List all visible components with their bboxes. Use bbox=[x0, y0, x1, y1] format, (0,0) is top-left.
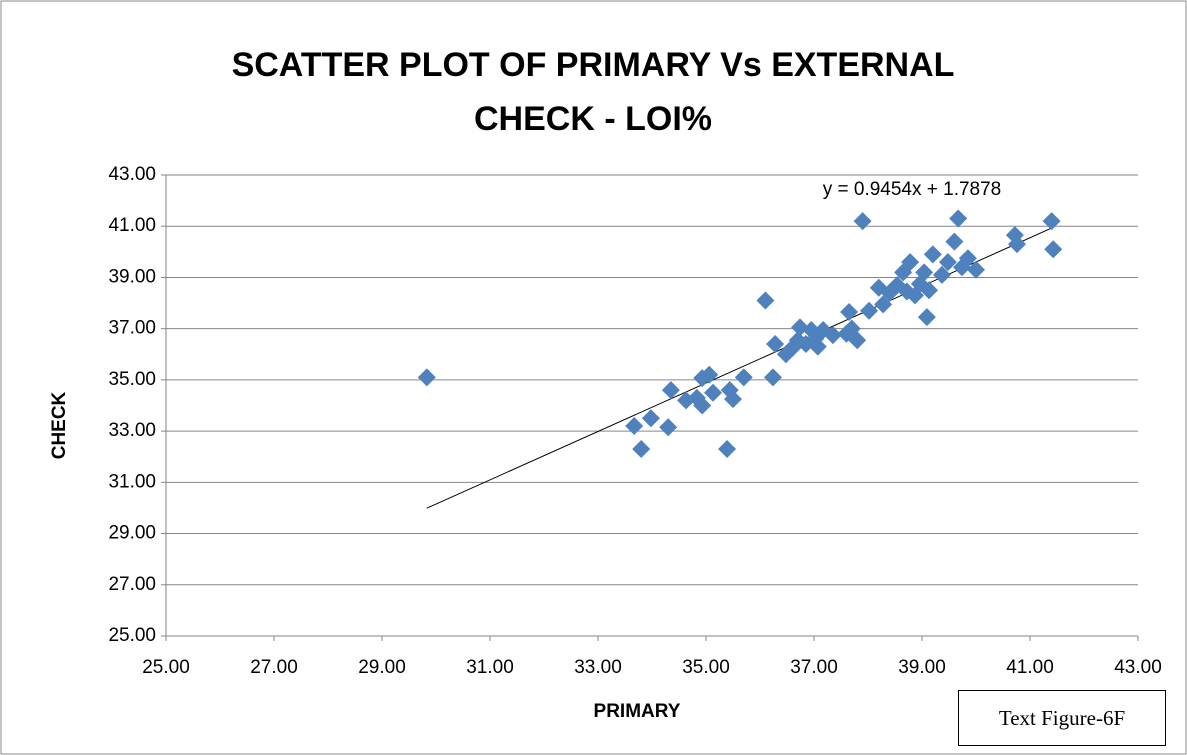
scatter-point bbox=[632, 440, 651, 459]
scatter-point bbox=[967, 260, 985, 279]
scatter-point bbox=[700, 365, 719, 384]
scatter-point bbox=[923, 245, 942, 264]
scatter-point bbox=[823, 326, 842, 345]
trend-equation: y = 0.9454x + 1.7878 bbox=[823, 179, 1002, 200]
annotation-box: Text Figure-6F bbox=[958, 690, 1166, 746]
x-tick-label: 43.00 bbox=[1114, 657, 1162, 678]
y-tick-label: 43.00 bbox=[108, 164, 156, 185]
x-tick-label: 25.00 bbox=[142, 657, 190, 678]
scatter-point bbox=[915, 263, 934, 282]
y-tick-label: 25.00 bbox=[108, 625, 156, 646]
x-tick-label: 41.00 bbox=[1006, 657, 1054, 678]
scatter-point bbox=[659, 418, 678, 437]
scatter-point bbox=[920, 281, 939, 300]
y-tick-label: 29.00 bbox=[108, 523, 156, 544]
scatter-point bbox=[641, 409, 660, 428]
x-tick-label: 33.00 bbox=[574, 657, 622, 678]
chart-title: SCATTER PLOT OF PRIMARY Vs EXTERNAL CHEC… bbox=[231, 46, 955, 138]
scatter-point bbox=[661, 381, 680, 400]
scatter-point bbox=[417, 368, 436, 387]
y-tick-label: 41.00 bbox=[108, 215, 156, 236]
scatter-point bbox=[718, 440, 737, 459]
y-tick-label: 39.00 bbox=[108, 266, 156, 287]
scatter-point bbox=[724, 390, 742, 409]
y-tick-label: 35.00 bbox=[108, 369, 156, 390]
scatter-point bbox=[756, 291, 775, 310]
scatter-point bbox=[734, 368, 753, 387]
scatter-point bbox=[901, 253, 920, 272]
scatter-point bbox=[958, 249, 977, 268]
scatter-point bbox=[763, 368, 782, 387]
y-axis-label: CHECK bbox=[49, 391, 70, 459]
scatter-point bbox=[693, 396, 712, 415]
x-tick-label: 35.00 bbox=[682, 657, 730, 678]
x-tick-label: 37.00 bbox=[790, 657, 838, 678]
scatter-point bbox=[949, 209, 968, 228]
scatter-point bbox=[848, 331, 867, 350]
x-tick-label: 31.00 bbox=[466, 657, 514, 678]
scatter-point bbox=[917, 308, 936, 327]
scatter-point bbox=[808, 337, 827, 356]
scatter-point bbox=[625, 416, 644, 435]
y-tick-label: 27.00 bbox=[108, 574, 156, 595]
scatter-point bbox=[1042, 212, 1061, 231]
scatter-point bbox=[938, 253, 957, 272]
y-tick-label: 37.00 bbox=[108, 318, 156, 339]
x-tick-label: 27.00 bbox=[250, 657, 298, 678]
scatter-point bbox=[766, 335, 785, 354]
scatter-point bbox=[704, 383, 723, 402]
x-axis-label: PRIMARY bbox=[594, 701, 681, 722]
scatter-point bbox=[945, 232, 964, 251]
scatter-point bbox=[1008, 235, 1027, 254]
x-tick-label: 39.00 bbox=[898, 657, 946, 678]
scatter-point bbox=[1044, 240, 1063, 259]
scatter-point bbox=[853, 212, 872, 231]
y-tick-label: 33.00 bbox=[108, 420, 156, 441]
scatter-point bbox=[932, 265, 951, 284]
y-tick-label: 31.00 bbox=[108, 471, 156, 492]
scatter-point bbox=[860, 301, 879, 320]
x-tick-label: 29.00 bbox=[358, 657, 406, 678]
scatter-point bbox=[874, 295, 893, 314]
scatter-point bbox=[840, 303, 859, 322]
